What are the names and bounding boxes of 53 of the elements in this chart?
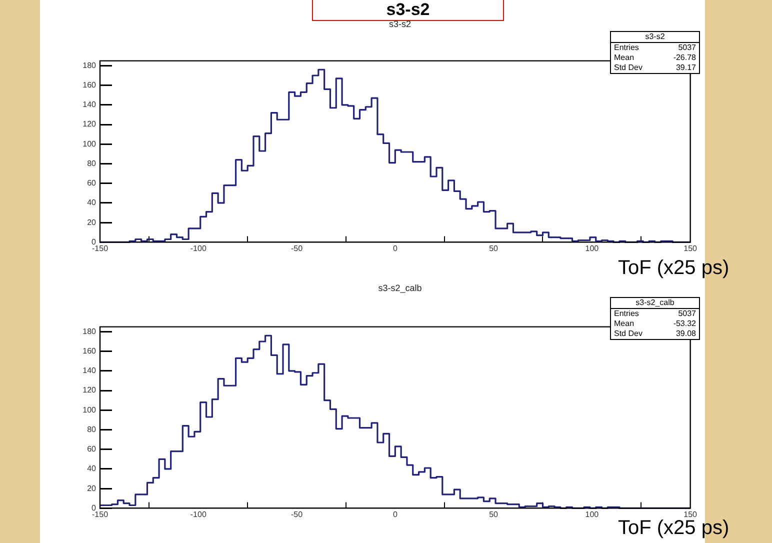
y-tick-label: 80 [87, 158, 97, 168]
annotation: 39.17 [676, 63, 696, 73]
text: s3-s2_calb [611, 298, 699, 309]
y-tick-label: 160 [82, 80, 97, 90]
x-tick-label: 150 [684, 244, 698, 254]
text: s3-s2 [312, 0, 504, 21]
text: Entries [614, 43, 639, 53]
x-tick-label: 50 [489, 244, 499, 254]
annotation: Mean [614, 53, 634, 63]
x-tick-label: -150 [92, 510, 109, 520]
x-tick-label: 50 [489, 510, 499, 520]
annotation: Std Dev [614, 63, 642, 73]
text: 5037 [678, 309, 696, 319]
x-tick-label: -150 [92, 244, 109, 254]
x-tick-label: 100 [585, 510, 600, 520]
y-tick-label: 180 [82, 326, 97, 336]
y-tick-label: 120 [82, 386, 97, 395]
chart-title: s3-s2 [388, 19, 412, 29]
y-tick-label: 40 [87, 198, 97, 208]
y-tick-label: 100 [82, 139, 97, 148]
text: 5037 [678, 43, 696, 53]
annotation: -26.78 [673, 53, 696, 63]
y-tick-label: 20 [87, 218, 97, 227]
y-tick-label: 0 [92, 237, 97, 246]
x-tick-label: -100 [190, 244, 207, 254]
x-tick-label: 0 [392, 244, 398, 254]
y-tick-label: 180 [82, 60, 97, 70]
chart-title: s3-s2_calb [377, 283, 423, 293]
y-tick-label: 60 [87, 444, 97, 454]
x-tick-label: -50 [290, 244, 304, 254]
x-tick-label: -100 [190, 510, 207, 520]
y-tick-label: 0 [92, 503, 97, 512]
x-tick-label: 0 [392, 510, 398, 520]
y-tick-label: 160 [82, 346, 97, 356]
x-tick-label: 100 [585, 244, 600, 254]
y-tick-label: 100 [82, 405, 97, 414]
y-tick-label: 140 [82, 366, 97, 376]
text: Entries [614, 309, 639, 319]
x-axis-title: ToF (x25 ps) [618, 257, 730, 280]
annotation: -53.32 [673, 319, 696, 329]
x-tick-label: 150 [684, 510, 698, 520]
y-tick-label: 20 [87, 484, 97, 493]
y-tick-label: 120 [82, 120, 97, 129]
annotation: Mean [614, 319, 634, 329]
annotation: 39.08 [676, 329, 696, 339]
y-tick-label: 80 [87, 424, 97, 434]
y-tick-label: 140 [82, 100, 97, 110]
x-axis-title: ToF (x25 ps) [618, 517, 730, 540]
x-tick-label: -50 [290, 510, 304, 520]
annotation: Std Dev [614, 329, 642, 339]
y-tick-label: 40 [87, 464, 97, 474]
text: s3-s2 [611, 32, 699, 43]
y-tick-label: 60 [87, 178, 97, 188]
